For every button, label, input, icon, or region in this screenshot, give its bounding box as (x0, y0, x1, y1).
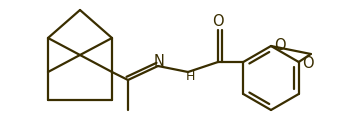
Text: H: H (185, 69, 195, 83)
Text: N: N (154, 53, 164, 69)
Text: O: O (302, 55, 314, 70)
Text: O: O (274, 38, 286, 52)
Text: O: O (212, 15, 224, 30)
